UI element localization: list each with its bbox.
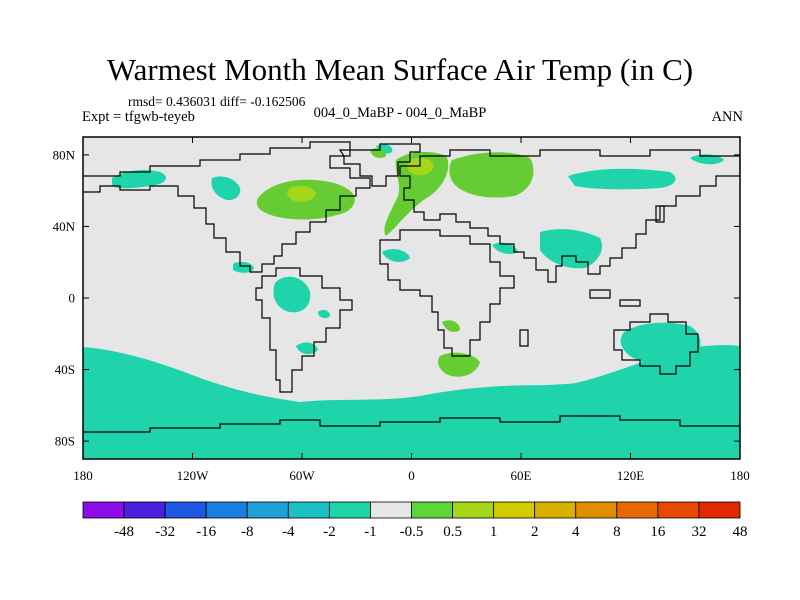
- colorbar-box: [411, 501, 453, 519]
- indonesia-coast: [589, 289, 641, 307]
- north-africa-patch: [382, 249, 410, 262]
- colorbar-label: -2: [323, 524, 336, 540]
- mexico-patch: [233, 261, 254, 273]
- colorbar-box: [698, 501, 741, 519]
- colorbar-label: 8: [613, 524, 621, 540]
- alaska-patch: [211, 176, 241, 201]
- africa-coast: [379, 229, 515, 357]
- colorbar-box: [493, 501, 536, 519]
- axis-ticks: 80N 40N 0 40S 80S 180 120W 60W 0 60E 120E 180: [53, 137, 750, 483]
- asia-patch: [540, 229, 603, 269]
- colorbar-label: 1: [490, 524, 498, 540]
- colorbar-label: 16: [650, 524, 666, 540]
- lon-tick-label: 180: [730, 468, 750, 483]
- colorbar-box: [328, 501, 371, 519]
- colorbar-box: [534, 501, 577, 519]
- lon-tick-label: 60E: [511, 468, 532, 483]
- eurasia-coast: [399, 149, 740, 283]
- colorbar-label: 0.5: [443, 524, 462, 540]
- colorbar-label: 48: [733, 524, 748, 540]
- lon-tick-label: 120W: [177, 468, 210, 483]
- colorbar-label: 4: [572, 524, 580, 540]
- colorbar-box: [246, 501, 289, 519]
- season-label: ANN: [711, 109, 743, 125]
- stats-text: rmsd= 0.436031 diff= -0.162506: [128, 94, 306, 109]
- colorbar-label: -4: [282, 524, 295, 540]
- lat-tick-label: 80S: [55, 434, 75, 449]
- colorbar-label: -32: [155, 524, 175, 540]
- middle-east-patch: [492, 242, 518, 254]
- colorbar-box: [616, 501, 659, 519]
- south-america-patch: [273, 276, 311, 313]
- north-america-coast: [83, 141, 371, 273]
- colorbar-box: [370, 501, 412, 519]
- colorbar-box: [82, 501, 125, 519]
- map-title: Warmest Month Mean Surface Air Temp (in …: [106, 52, 694, 87]
- west-africa-warm: [442, 320, 460, 332]
- colorbar-box: [164, 501, 207, 519]
- colorbar-label: -8: [241, 524, 254, 540]
- colorbar-box: [287, 501, 330, 519]
- southern-ocean-band: [83, 345, 740, 459]
- coastlines: [83, 141, 740, 433]
- colorbar-box: [575, 501, 618, 519]
- lon-tick-label: 0: [408, 468, 415, 483]
- colorbar-label: 2: [531, 524, 539, 540]
- north-america-core: [287, 186, 316, 202]
- colorbar-box: [205, 501, 248, 519]
- colorbar-label: 32: [691, 524, 706, 540]
- siberia-patch: [690, 154, 724, 165]
- japan-coast: [655, 205, 665, 223]
- lon-tick-label: 120E: [617, 468, 645, 483]
- colorbar-box: [123, 501, 166, 519]
- indian-ocean-band: [480, 378, 660, 404]
- south-africa-warm: [438, 352, 480, 377]
- colorbar-label: -48: [114, 524, 134, 540]
- colorbar-label: -0.5: [400, 524, 424, 540]
- greenland-coast: [338, 143, 421, 187]
- lon-tick-label: 180: [73, 468, 93, 483]
- greenland-warm: [370, 148, 386, 158]
- europe-core: [407, 158, 434, 176]
- colorbar-box: [657, 501, 700, 519]
- east-asia-patch: [568, 168, 676, 190]
- lat-tick-label: 40S: [55, 362, 75, 377]
- colorbar-label: -16: [196, 524, 216, 540]
- comparison-label: 004_0_MaBP - 004_0_MaBP: [313, 105, 487, 121]
- pacific-dot: [318, 309, 330, 319]
- russia-warm: [449, 152, 534, 198]
- antarctica-coast: [83, 415, 740, 433]
- australia-patch: [620, 322, 701, 367]
- lat-tick-label: 0: [69, 291, 76, 306]
- colorbar-box: [452, 501, 495, 519]
- madagascar-coast: [519, 329, 529, 347]
- australia-coast: [613, 313, 699, 375]
- atlantic-patch: [296, 342, 318, 355]
- lat-tick-label: 40N: [53, 219, 76, 234]
- lon-tick-label: 60W: [289, 468, 315, 483]
- experiment-label: Expt = tfgwb-teyeb: [82, 109, 195, 125]
- colorbar: -48 -32 -16 -8 -4 -2 -1 -0.5 0.5 1 2 4 8 16 32 48: [82, 501, 748, 540]
- lat-tick-label: 80N: [53, 147, 76, 162]
- colorbar-label: -1: [364, 524, 377, 540]
- north-pacific-patch: [112, 170, 166, 189]
- south-america-coast: [255, 267, 353, 393]
